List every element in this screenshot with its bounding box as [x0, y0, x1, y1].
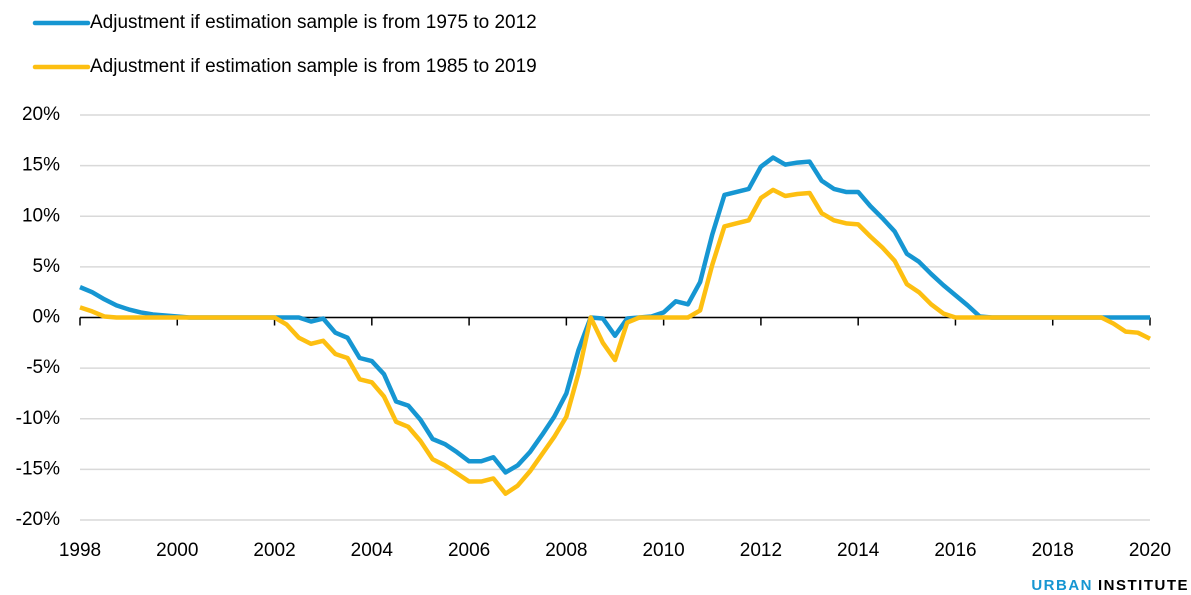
x-tick-label: 2012 — [740, 540, 782, 561]
x-tick-label: 2008 — [545, 540, 587, 561]
series-line — [79, 155, 1150, 475]
brand-suffix: INSTITUTE — [1098, 577, 1189, 594]
x-tick-label: 2020 — [1129, 540, 1171, 561]
x-tick-label: 2014 — [837, 540, 880, 561]
y-tick-label: 20% — [22, 104, 60, 125]
brand-name: URBAN — [1031, 577, 1093, 594]
y-tick-label: -5% — [26, 357, 60, 378]
x-tick-label: 2002 — [253, 540, 295, 561]
x-tick-label: 2016 — [934, 540, 976, 561]
y-tick-label: -10% — [16, 408, 60, 429]
legend-label: Adjustment if estimation sample is from … — [90, 56, 537, 77]
x-tick-label: 2006 — [448, 540, 490, 561]
x-tick-label: 2018 — [1032, 540, 1074, 561]
y-tick-label: 15% — [22, 155, 60, 176]
y-tick-label: -20% — [16, 509, 60, 530]
legend-label: Adjustment if estimation sample is from … — [90, 12, 537, 33]
y-tick-label: 5% — [33, 256, 61, 277]
y-tick-label: -15% — [16, 458, 60, 479]
x-tick-label: 2000 — [156, 540, 198, 561]
series-line — [79, 187, 1152, 496]
y-tick-label: 10% — [22, 205, 60, 226]
y-tick-label: 0% — [33, 307, 61, 328]
x-tick-label: 2010 — [642, 540, 684, 561]
x-tick-label: 2004 — [351, 540, 394, 561]
x-tick-label: 1998 — [59, 540, 101, 561]
